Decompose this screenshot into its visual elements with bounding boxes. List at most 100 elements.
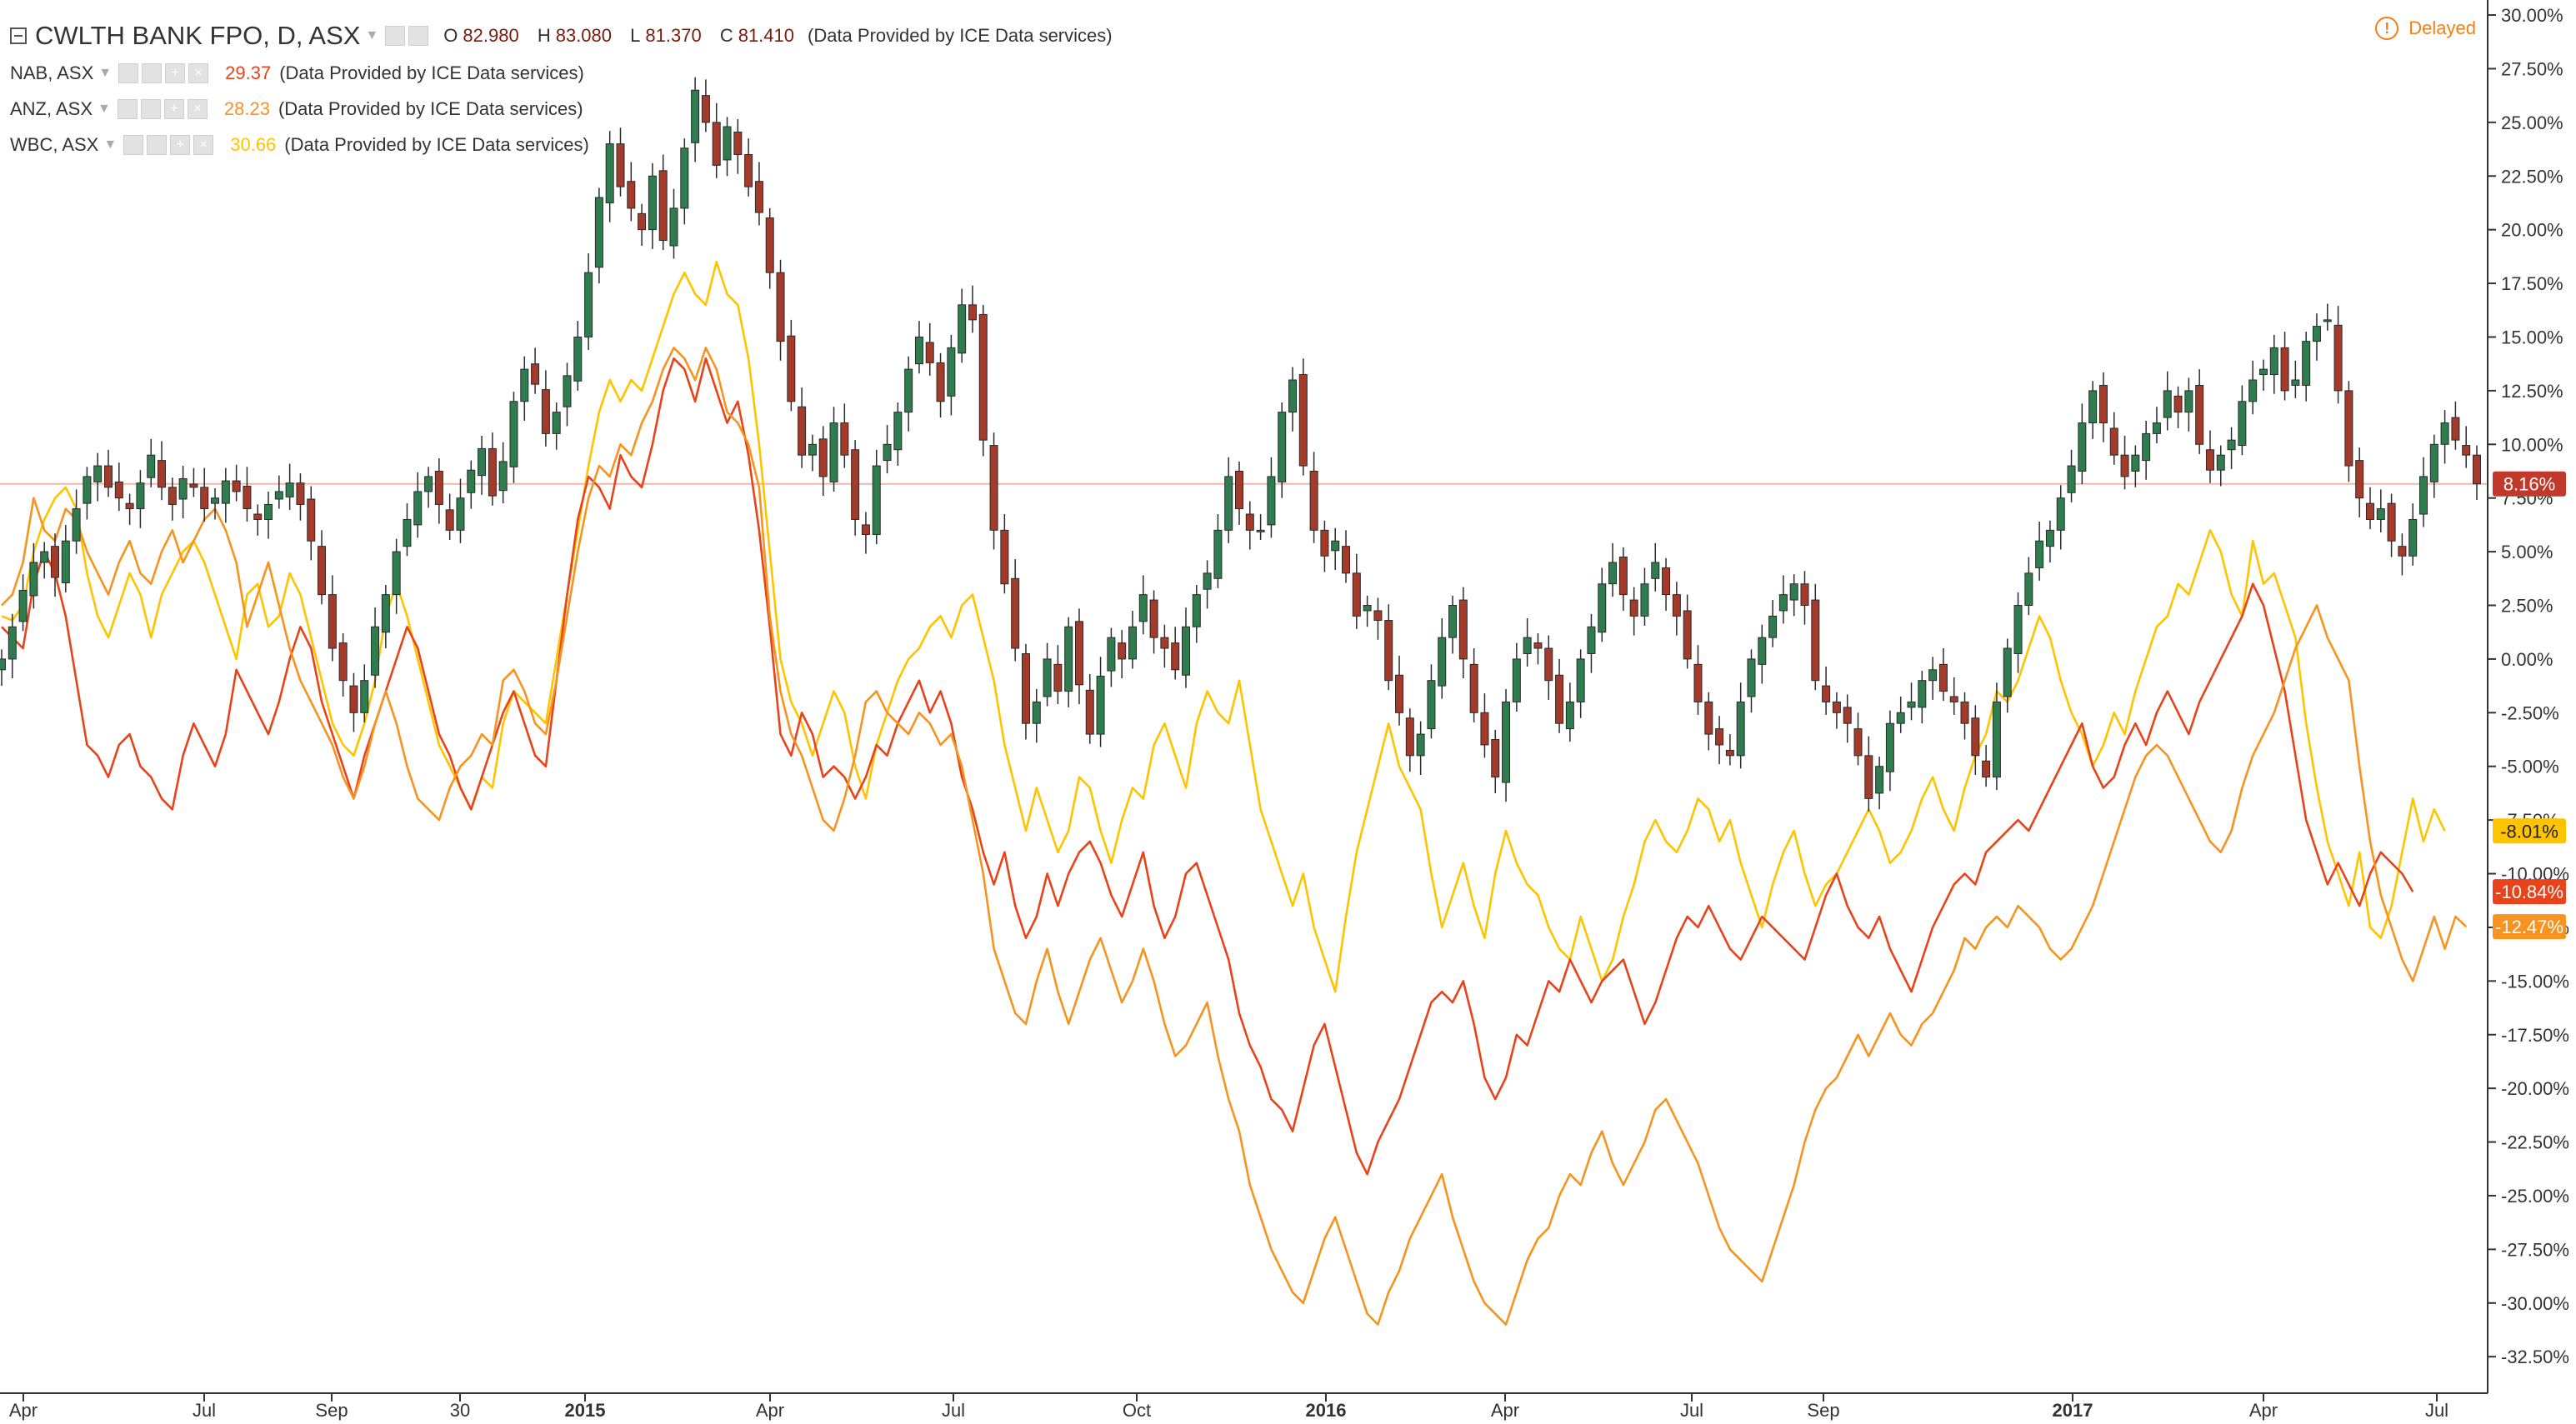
candle-body xyxy=(2067,465,2076,493)
candle xyxy=(1491,729,1500,793)
candle xyxy=(1181,607,1190,688)
candle-body xyxy=(1533,642,1543,649)
candle-body xyxy=(1352,572,1361,617)
candle xyxy=(93,452,103,502)
price-badge-label: 8.16% xyxy=(2503,474,2555,495)
candle xyxy=(1298,358,1308,476)
chevron-down-icon[interactable]: ▼ xyxy=(98,101,111,116)
candle xyxy=(1651,542,1660,592)
candle xyxy=(1587,613,1596,673)
candle xyxy=(2302,332,2311,402)
nab-symbol-name[interactable]: NAB, ASX xyxy=(10,62,94,83)
candle-body xyxy=(1245,513,1254,531)
candle xyxy=(2098,372,2108,442)
candle xyxy=(2333,306,2343,404)
candle xyxy=(1245,501,1254,550)
candle-body xyxy=(456,497,465,531)
candle xyxy=(563,362,572,427)
candle xyxy=(1416,721,1425,776)
candle xyxy=(1160,624,1169,668)
plus-icon[interactable]: + xyxy=(163,98,184,119)
gear-icon[interactable] xyxy=(408,26,429,46)
candle-body xyxy=(765,217,774,273)
collapse-icon[interactable] xyxy=(10,27,27,44)
candle xyxy=(1789,574,1798,617)
candle xyxy=(1662,557,1671,611)
candle-body xyxy=(989,445,998,531)
candle xyxy=(413,472,423,538)
chevron-down-icon[interactable]: ▼ xyxy=(365,28,379,42)
y-tick-label: -17.50% xyxy=(2501,1025,2569,1046)
eye-icon[interactable] xyxy=(385,26,406,46)
candle-body xyxy=(638,212,647,231)
candle-body xyxy=(584,272,593,337)
candle xyxy=(392,538,401,614)
candle-body xyxy=(478,447,487,477)
candle xyxy=(1565,682,1574,742)
candle xyxy=(2258,359,2268,391)
candle-body xyxy=(349,685,358,713)
candle-body xyxy=(1096,676,1105,735)
gear-icon[interactable] xyxy=(142,62,163,83)
candle xyxy=(1640,567,1649,626)
candle-body xyxy=(1608,562,1618,585)
candle-body xyxy=(318,546,327,596)
candle-body xyxy=(1458,599,1468,660)
candle-body xyxy=(1651,562,1660,579)
candle-body xyxy=(498,461,508,492)
y-tick-label: 0.00% xyxy=(2501,649,2553,670)
close-icon[interactable]: × xyxy=(188,62,209,83)
main-symbol-name[interactable]: CWLTH BANK FPO, D, ASX xyxy=(35,21,361,50)
candle xyxy=(1875,757,1884,810)
wbc-symbol-name[interactable]: WBC, ASX xyxy=(10,133,99,155)
candle xyxy=(2131,445,2140,487)
legend-wbc-row: WBC, ASX ▼ + × 30.66 (Data Provided by I… xyxy=(10,127,1113,162)
x-tick-label: Oct xyxy=(1123,1400,1151,1421)
chevron-down-icon[interactable]: ▼ xyxy=(98,65,113,80)
close-icon[interactable]: × xyxy=(193,134,214,155)
candle-body xyxy=(2248,379,2258,402)
candle xyxy=(2323,303,2332,331)
candle-body xyxy=(1085,689,1094,735)
candle xyxy=(2451,401,2460,450)
candle-body xyxy=(1565,701,1574,730)
candle-body xyxy=(1960,701,1969,724)
candle-body xyxy=(2120,454,2129,477)
candle xyxy=(1107,627,1116,687)
candle xyxy=(2429,434,2438,498)
candle xyxy=(498,442,508,504)
candle-body xyxy=(2333,324,2343,392)
gear-icon[interactable] xyxy=(147,134,168,155)
candle-body xyxy=(776,272,785,342)
candle-body xyxy=(200,487,209,510)
candle xyxy=(2216,445,2225,487)
data-provider: (Data Provided by ICE Data services) xyxy=(808,25,1113,46)
candle-body xyxy=(1704,701,1713,735)
eye-icon[interactable] xyxy=(117,98,138,119)
candle-body xyxy=(2088,390,2098,424)
candle-body xyxy=(1864,755,1873,799)
time-axis[interactable]: Apr Jul Sep 30 2015 Apr Jul Oct 2016 Apr Jul Sep 201… xyxy=(0,1392,2488,1421)
y-tick-label: -2.50% xyxy=(2501,702,2559,723)
candle xyxy=(136,470,145,528)
candle-body xyxy=(296,482,305,505)
candle-body xyxy=(2142,432,2151,462)
close-icon[interactable]: × xyxy=(187,98,208,119)
plus-icon[interactable]: + xyxy=(165,62,186,83)
plus-icon[interactable]: + xyxy=(170,134,191,155)
candle xyxy=(765,207,774,289)
eye-icon[interactable] xyxy=(123,134,144,155)
candle-body xyxy=(1491,739,1500,778)
eye-icon[interactable] xyxy=(118,62,139,83)
delayed-indicator[interactable]: ! Delayed xyxy=(2375,17,2476,40)
price-axis[interactable]: 30.00% 27.50% 25.00% 22.50% 20.00% 17.50% 15.0… xyxy=(2487,0,2569,1393)
chevron-down-icon[interactable]: ▼ xyxy=(103,137,118,152)
candle xyxy=(1715,716,1724,765)
candle xyxy=(1938,648,1948,702)
candle-body xyxy=(1235,470,1243,510)
candle-body xyxy=(1011,577,1020,649)
price-badge-bg xyxy=(2493,471,2566,497)
anz-symbol-name[interactable]: ANZ, ASX xyxy=(10,97,93,119)
gear-icon[interactable] xyxy=(140,98,161,119)
